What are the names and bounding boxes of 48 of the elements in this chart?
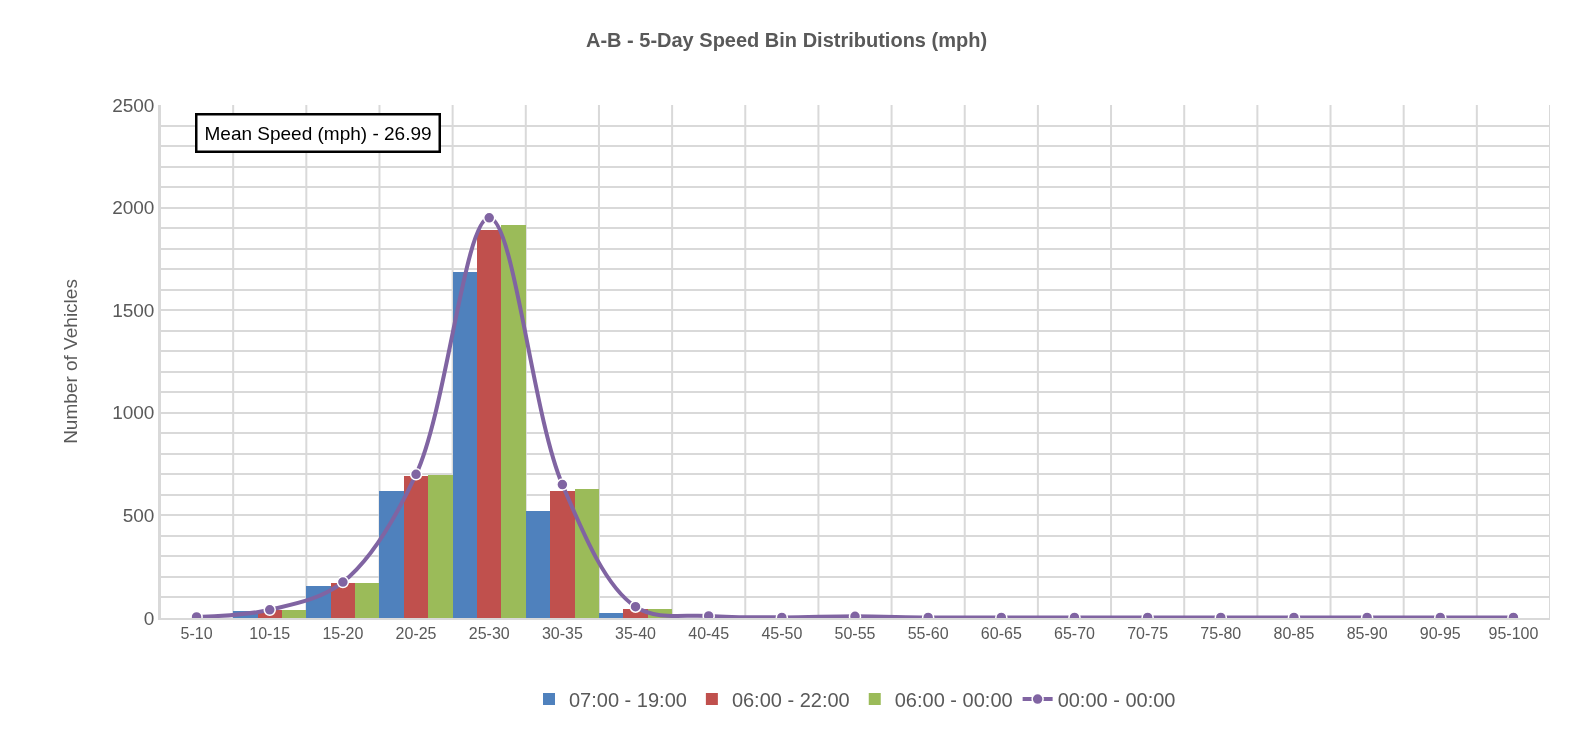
bar — [428, 475, 453, 618]
x-tick-label: 30-35 — [541, 624, 583, 642]
bar — [477, 230, 501, 618]
x-tick-label: 35-40 — [615, 624, 657, 642]
y-axis-title: Number of Vehicles — [59, 279, 81, 444]
bar — [404, 476, 428, 618]
x-tick-label: 70-75 — [1127, 624, 1169, 642]
bar — [550, 491, 575, 618]
bar — [331, 583, 355, 618]
bar — [526, 511, 550, 618]
bar — [379, 491, 404, 618]
bar — [501, 225, 526, 618]
bar — [355, 583, 379, 618]
bar — [453, 272, 477, 618]
annotation: Mean Speed (mph) - 26.99 — [204, 122, 432, 144]
point — [482, 211, 496, 225]
x-tick-label: 40-45 — [688, 624, 730, 642]
y-tick-label: 2500 — [112, 94, 155, 116]
x-tick-label: 45-50 — [761, 624, 803, 642]
bar — [575, 489, 599, 618]
bar — [282, 610, 306, 618]
point — [556, 478, 569, 491]
x-tick-label: 55-60 — [907, 624, 949, 642]
legend-label: 00:00 - 00:00 — [1057, 688, 1176, 711]
x-tick-label: 50-55 — [834, 624, 876, 642]
x-tick-label: 90-95 — [1419, 624, 1461, 642]
x-tick-label: 10-15 — [249, 624, 291, 642]
y-tick-label: 2000 — [112, 197, 155, 219]
x-tick-label: 75-80 — [1200, 624, 1242, 642]
x-tick-label: 15-20 — [322, 624, 364, 642]
y-tick-label: 500 — [122, 505, 155, 527]
x-tick-label: 5-10 — [180, 624, 213, 642]
bar — [599, 613, 623, 618]
chart-title: A-B - 5-Day Speed Bin Distributions (mph) — [585, 29, 988, 52]
x-tick-label: 80-85 — [1273, 624, 1315, 642]
point — [409, 468, 423, 481]
x-tick-label: 20-25 — [395, 624, 437, 642]
x-tick-label: 25-30 — [468, 624, 510, 642]
x-tick-label: 60-65 — [980, 624, 1022, 642]
legend-label: 06:00 - 22:00 — [731, 688, 850, 711]
x-tick-label: 95-100 — [1488, 624, 1539, 642]
legend-label: 06:00 - 00:00 — [894, 688, 1013, 711]
x-tick-label: 85-90 — [1346, 624, 1388, 642]
y-tick-label: 1000 — [112, 402, 155, 424]
y-tick-label: 0 — [143, 607, 155, 629]
legend-label: 07:00 - 19:00 — [569, 688, 687, 711]
y-tick-label: 1500 — [112, 299, 155, 321]
x-tick-label: 65-70 — [1054, 624, 1096, 642]
